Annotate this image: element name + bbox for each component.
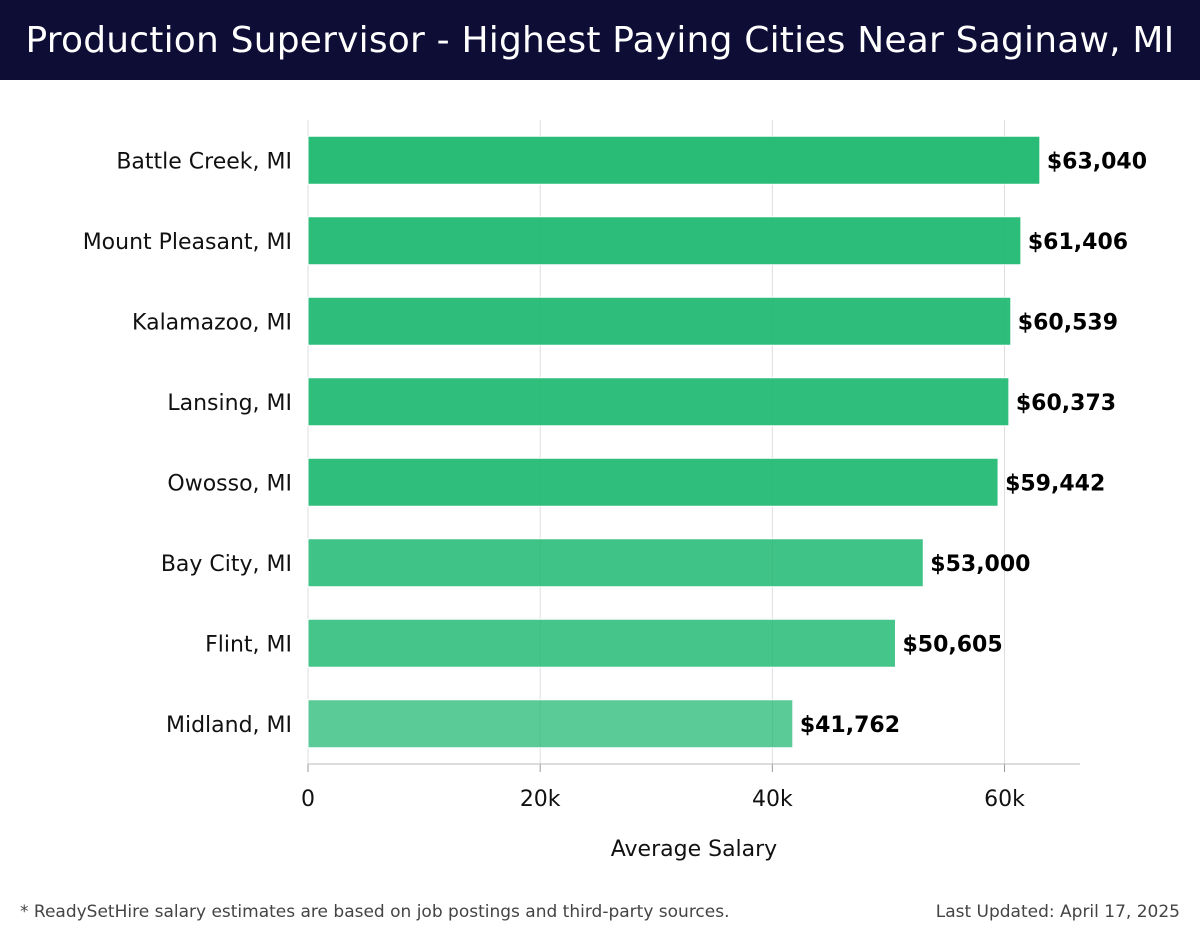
category-label: Mount Pleasant, MI xyxy=(83,230,292,255)
data-label: $60,373 xyxy=(1016,391,1116,416)
bar xyxy=(307,296,1012,346)
bar xyxy=(307,538,924,588)
data-label: $59,442 xyxy=(1005,471,1105,496)
bar xyxy=(307,135,1041,185)
bar xyxy=(307,457,999,507)
x-tick-label: 60k xyxy=(984,787,1025,812)
x-tick-label: 40k xyxy=(752,787,793,812)
chart-title: Production Supervisor - Highest Paying C… xyxy=(25,19,1175,61)
last-updated: Last Updated: April 17, 2025 xyxy=(935,902,1180,922)
category-label: Owosso, MI xyxy=(167,471,292,496)
category-label: Lansing, MI xyxy=(167,391,292,416)
bar xyxy=(307,216,1022,266)
bar xyxy=(307,377,1010,427)
x-tick-label: 20k xyxy=(520,787,561,812)
category-label: Flint, MI xyxy=(205,632,292,657)
data-label: $53,000 xyxy=(930,552,1030,577)
x-axis-title: Average Salary xyxy=(611,837,777,862)
x-tick-label: 0 xyxy=(301,787,315,812)
chart-header: Production Supervisor - Highest Paying C… xyxy=(0,0,1200,80)
category-label: Midland, MI xyxy=(166,713,292,738)
bar xyxy=(307,618,896,668)
category-label: Bay City, MI xyxy=(161,552,292,577)
data-label: $63,040 xyxy=(1047,149,1147,174)
data-label: $60,539 xyxy=(1018,310,1118,335)
category-label: Battle Creek, MI xyxy=(116,149,292,174)
source-note: * ReadySetHire salary estimates are base… xyxy=(20,902,730,922)
data-label: $61,406 xyxy=(1028,230,1128,255)
data-label: $50,605 xyxy=(902,632,1002,657)
data-label: $41,762 xyxy=(800,713,900,738)
category-label: Kalamazoo, MI xyxy=(132,310,292,335)
bar xyxy=(307,699,794,749)
